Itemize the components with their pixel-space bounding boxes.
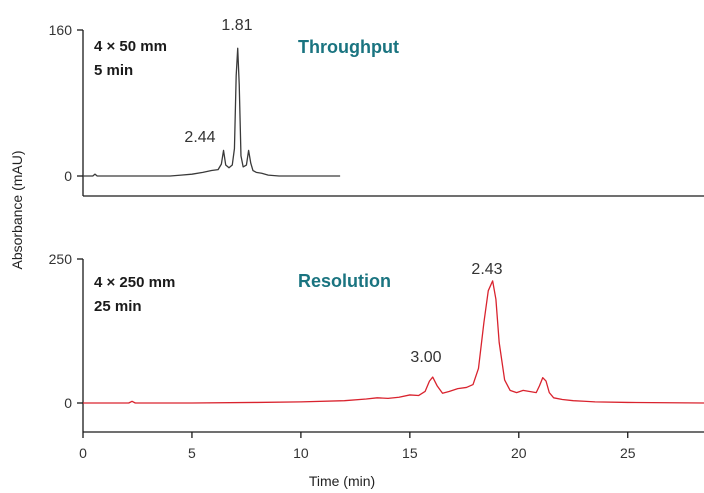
peak-label-1.81: 1.81 (221, 17, 252, 34)
throughput-title: Throughput (298, 37, 399, 57)
bottom-y-tick-label-zero: 0 (64, 395, 72, 411)
top-y-tick-label-max: 160 (49, 22, 73, 38)
y-axis-title: Absorbance (mAU) (9, 150, 25, 269)
x-tick-label-5: 5 (188, 445, 196, 461)
resolution-title: Resolution (298, 271, 391, 291)
x-tick-label-10: 10 (293, 445, 309, 461)
top-panel: 160 0 1.81 2.44 4 × 50 mm 5 min Throughp… (49, 17, 704, 197)
x-tick-label-20: 20 (511, 445, 527, 461)
x-tick-label-15: 15 (402, 445, 418, 461)
x-tick-label-25: 25 (620, 445, 636, 461)
top-column-size: 4 × 50 mm (94, 38, 167, 55)
top-run-time: 5 min (94, 62, 133, 79)
bottom-run-time: 25 min (94, 298, 142, 315)
x-ticks: 0 5 10 15 20 25 (79, 432, 636, 461)
x-tick-label-0: 0 (79, 445, 87, 461)
top-y-tick-label-zero: 0 (64, 168, 72, 184)
resolution-trace (83, 280, 704, 404)
bottom-y-tick-label-max: 250 (49, 251, 73, 267)
x-axis-title: Time (min) (309, 473, 375, 489)
peak-label-3.00: 3.00 (410, 349, 441, 366)
bottom-panel: 250 0 0 5 10 15 20 25 3.00 2.43 4 × 250 mm 25… (49, 251, 704, 489)
throughput-trace (83, 47, 341, 177)
peak-label-2.44: 2.44 (184, 129, 215, 146)
bottom-column-size: 4 × 250 mm (94, 274, 175, 291)
peak-label-2.43: 2.43 (471, 261, 502, 278)
